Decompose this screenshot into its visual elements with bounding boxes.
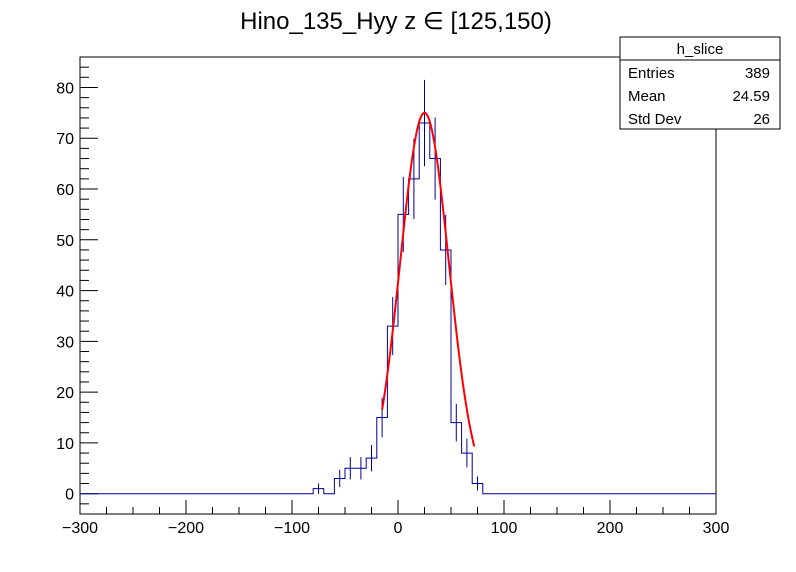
y-tick-label: 10 — [56, 436, 74, 453]
stats-box-title: h_slice — [677, 41, 724, 58]
x-tick-label: −300 — [62, 520, 98, 537]
histogram-outline — [80, 122, 716, 495]
stats-stddev-value: 26 — [753, 111, 770, 128]
stats-stddev-label: Std Dev — [628, 111, 682, 128]
chart-title: Hino_135_Hyy z ∈ [125,150) — [240, 8, 552, 35]
y-tick-label: 0 — [65, 487, 74, 504]
stats-box-frame — [619, 36, 781, 130]
x-tick-label: 200 — [597, 520, 624, 537]
y-tick-label: 70 — [56, 131, 74, 148]
y-tick-label: 60 — [56, 182, 74, 199]
stats-entries-label: Entries — [628, 65, 675, 82]
stats-mean-value: 24.59 — [732, 88, 770, 105]
axis-ticks: −300 −200 −100 0 100 200 300 0 10 20 30 40 50 60 70 80 — [56, 56, 730, 537]
y-tick-label: 20 — [56, 385, 74, 402]
stats-entries-value: 389 — [745, 65, 770, 82]
x-tick-label: 0 — [394, 520, 403, 537]
gaussian-fit-curve — [381, 111, 476, 447]
y-tick-label: 50 — [56, 233, 74, 250]
stats-box: h_slice Entries 389 Mean 24.59 Std Dev 2… — [619, 36, 781, 130]
fit-layer — [381, 111, 476, 447]
y-tick-label: 40 — [56, 284, 74, 301]
stats-mean-label: Mean — [628, 88, 666, 105]
y-tick-label: 30 — [56, 334, 74, 351]
x-tick-label: 100 — [491, 520, 518, 537]
x-tick-label: −200 — [168, 520, 204, 537]
x-tick-label: −100 — [274, 520, 310, 537]
y-tick-label: 80 — [56, 80, 74, 97]
x-tick-label: 300 — [703, 520, 730, 537]
